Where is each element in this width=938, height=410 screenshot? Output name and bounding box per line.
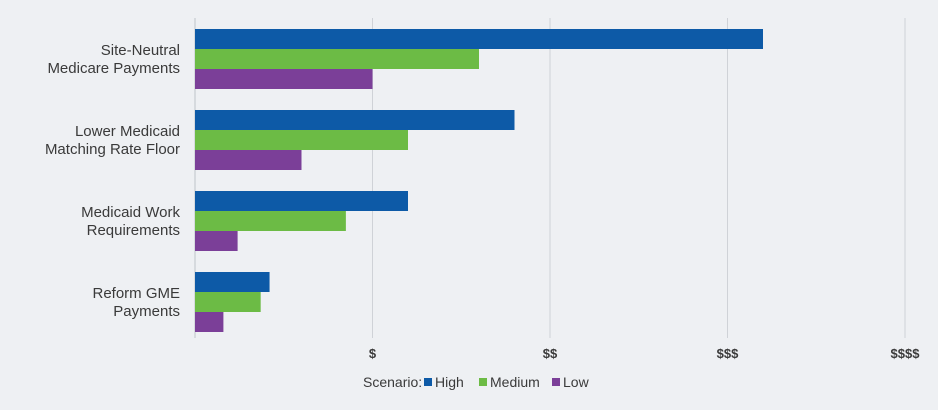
bar-medium xyxy=(195,292,261,312)
bar-medium xyxy=(195,211,346,231)
bar-low xyxy=(195,150,302,170)
bar-high xyxy=(195,191,408,211)
x-tick-label: $$ xyxy=(543,346,558,361)
bar-high xyxy=(195,272,270,292)
category-label: Site-Neutral Medicare Payments xyxy=(47,42,180,77)
category-label: Lower Medicaid Matching Rate Floor xyxy=(45,123,180,158)
legend: Scenario: High Medium Low xyxy=(363,374,590,390)
bar-high xyxy=(195,29,763,49)
category-label: Reform GME Payments xyxy=(92,285,180,320)
x-tick-label: $$$$ xyxy=(891,346,921,361)
category-labels: Site-Neutral Medicare Payments Lower Medic… xyxy=(45,42,181,320)
bar-low xyxy=(195,231,238,251)
legend-label-high: High xyxy=(435,374,464,390)
legend-label-low: Low xyxy=(563,374,590,390)
bar-low xyxy=(195,69,373,89)
x-axis-tick-labels: $ $$ $$$ $$$$ xyxy=(369,346,920,361)
x-tick-label: $ xyxy=(369,346,377,361)
legend-swatch-low xyxy=(552,378,560,386)
legend-label-medium: Medium xyxy=(490,374,540,390)
legend-swatch-medium xyxy=(479,378,487,386)
category-label: Medicaid Work Requirements xyxy=(81,204,180,239)
bar-medium xyxy=(195,130,408,150)
bar-high xyxy=(195,110,515,130)
legend-title: Scenario: xyxy=(363,374,422,390)
legend-swatch-high xyxy=(424,378,432,386)
x-tick-label: $$$ xyxy=(717,346,739,361)
bar-low xyxy=(195,312,224,332)
bars xyxy=(195,29,763,332)
bar-medium xyxy=(195,49,479,69)
